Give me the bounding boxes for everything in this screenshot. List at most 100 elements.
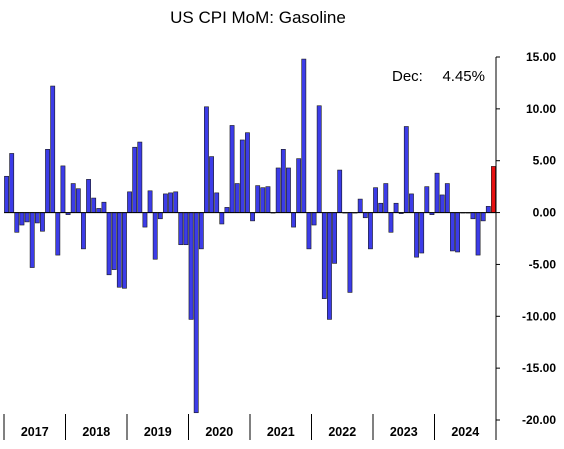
bar: [265, 186, 271, 213]
bar: [444, 183, 450, 213]
bar: [132, 146, 138, 213]
y-tick-label: 15.00: [526, 50, 556, 64]
bar: [183, 212, 189, 246]
x-tick-label: 2017: [21, 425, 49, 439]
bar: [209, 156, 214, 213]
bar: [127, 191, 132, 213]
bar: [296, 158, 302, 213]
bar: [14, 212, 20, 233]
bar: [245, 132, 250, 213]
bar: [347, 212, 353, 293]
bar: [485, 206, 491, 213]
bar: [219, 212, 225, 225]
bar: [362, 212, 368, 219]
bar: [101, 201, 107, 213]
bar: [24, 212, 30, 223]
y-tick-label: -15.00: [522, 361, 556, 375]
bar: [224, 207, 230, 213]
x-axis: 2017 2018 2019 2020 2021 2022 2023 2024: [3, 212, 497, 440]
bar: [357, 198, 363, 213]
bar: [29, 212, 35, 268]
bar: [409, 193, 414, 213]
bar: [111, 212, 117, 270]
bar: [70, 183, 76, 213]
bar: [383, 183, 389, 213]
bar: [50, 85, 56, 213]
bar: [122, 212, 127, 289]
bar: [147, 190, 153, 213]
bar: [193, 212, 199, 414]
bar: [234, 183, 240, 213]
bar: [229, 125, 235, 213]
bar: [291, 212, 296, 228]
bar: [91, 197, 97, 213]
bar: [388, 212, 394, 233]
x-tick-label: 2019: [144, 425, 172, 439]
bar: [321, 212, 327, 299]
bar: [280, 149, 286, 213]
bar: [450, 212, 455, 252]
y-tick-label: -20.00: [522, 413, 556, 427]
bar: [34, 212, 40, 224]
x-tick-label: 2023: [390, 425, 418, 439]
bar: [475, 212, 481, 256]
bar: [255, 185, 261, 213]
bar: [239, 139, 245, 213]
y-axis: 15.00 10.00 5.00 0.00 -5.00 -10.00 -15.00 -20.0…: [495, 50, 557, 427]
bar: [368, 212, 373, 250]
bar-highlighted: [491, 166, 496, 213]
bar: [163, 193, 168, 213]
bar: [332, 212, 337, 264]
bar: [439, 194, 445, 213]
x-tick-label: 2024: [451, 425, 479, 439]
y-tick-label: 0.00: [533, 206, 557, 220]
bar: [311, 212, 317, 226]
annotation-label: Dec:: [392, 68, 423, 85]
bar: [424, 186, 430, 213]
bar: [40, 212, 45, 232]
bar: [106, 212, 112, 276]
bar: [306, 212, 312, 250]
bar: [75, 188, 81, 213]
y-tick-label: 5.00: [533, 154, 557, 168]
bar: [55, 212, 61, 256]
x-tick-label: 2022: [328, 425, 356, 439]
bar: [414, 212, 419, 258]
x-tick-label: 2018: [82, 425, 110, 439]
bar: [393, 202, 399, 213]
bar: [152, 212, 158, 260]
bar: [480, 212, 486, 222]
annotation-value: 4.45%: [442, 68, 485, 85]
bar: [373, 187, 378, 213]
y-tick-label: -10.00: [522, 309, 556, 323]
bar: [45, 149, 50, 213]
bar: [188, 212, 194, 320]
y-tick-label: 10.00: [526, 102, 556, 116]
bar: [19, 212, 25, 226]
bar: [403, 126, 409, 213]
bar: [286, 167, 291, 213]
bar: [470, 212, 476, 220]
bar: [157, 212, 163, 220]
bar: [173, 191, 179, 213]
bar: [86, 179, 91, 213]
y-tick-label: -5.00: [529, 257, 557, 271]
bar: [142, 212, 148, 228]
bar: [316, 105, 322, 213]
bar: [455, 212, 460, 253]
chart-title: US CPI MoM: Gasoline: [170, 8, 346, 27]
bar: [168, 192, 173, 213]
bar: [419, 212, 425, 254]
bar: [434, 172, 440, 213]
bar: [116, 212, 122, 288]
x-tick-label: 2020: [205, 425, 233, 439]
bar: [250, 212, 255, 222]
bar: [337, 169, 343, 213]
bar: [137, 141, 143, 213]
bar: [60, 165, 66, 213]
bar: [96, 208, 102, 213]
bar: [178, 212, 184, 246]
bar: [378, 202, 384, 213]
bar: [4, 175, 9, 213]
